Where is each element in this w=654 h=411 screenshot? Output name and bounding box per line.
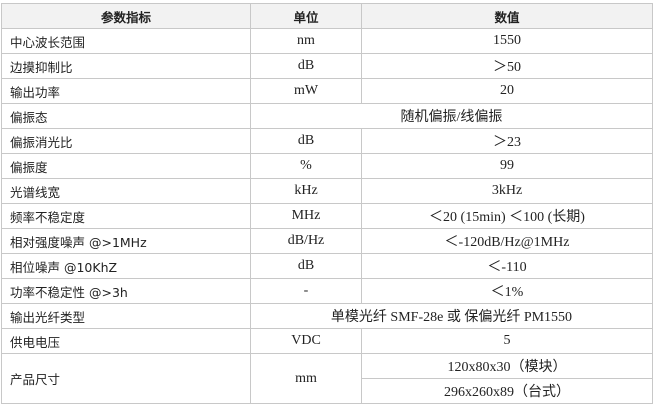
param-cell: 光谱线宽 [1, 178, 251, 204]
value-cell: 随机偏振/线偏振 [250, 103, 653, 129]
value-cell: 1550 [361, 28, 653, 54]
header-param: 参数指标 [1, 3, 251, 29]
unit-cell: VDC [250, 328, 362, 354]
table-row: 功率不稳定性 @>3h - ＜1% [1, 278, 653, 304]
param-cell: 偏振态 [1, 103, 251, 129]
table-row: 输出功率 mW 20 [1, 78, 653, 104]
table-row: 296x260x89（台式） [2, 378, 653, 404]
value-cell: 296x260x89（台式） [361, 378, 653, 404]
unit-cell: kHz [250, 178, 362, 204]
value-cell: 单模光纤 SMF-28e 或 保偏光纤 PM1550 [250, 303, 653, 329]
value-cell: ＞50 [361, 53, 653, 79]
param-cell: 相位噪声 @10KhZ [1, 253, 251, 279]
table-row: 偏振消光比 dB ＞23 [1, 128, 653, 154]
value-cell: ＞23 [361, 128, 653, 154]
param-cell: 功率不稳定性 @>3h [1, 278, 251, 304]
table-row: 输出光纤类型 单模光纤 SMF-28e 或 保偏光纤 PM1550 [1, 303, 653, 329]
table-row: 产品尺寸 mm 120x80x30（模块） [1, 353, 653, 404]
value-cell: 20 [361, 78, 653, 104]
param-cell: 输出功率 [1, 78, 251, 104]
unit-cell: - [250, 278, 362, 304]
table-header: 参数指标 单位 数值 [1, 3, 653, 29]
value-cell: 120x80x30（模块） [361, 353, 653, 379]
param-cell: 边摸抑制比 [1, 53, 251, 79]
table-row: 中心波长范围 nm 1550 [1, 28, 653, 54]
table-row: 偏振度% 99 [1, 153, 653, 179]
param-cell: 频率不稳定度 [1, 203, 251, 229]
param-cell: 偏振消光比 [1, 128, 251, 154]
unit-cell: mW [250, 78, 362, 104]
table-row: 光谱线宽 kHz 3kHz [1, 178, 653, 204]
table-row: 偏振态 随机偏振/线偏振 [1, 103, 653, 129]
value-cell: ＜-120dB/Hz@1MHz [361, 228, 653, 254]
value-cell: 5 [361, 328, 653, 354]
spec-table: 参数指标 单位 数值 中心波长范围 nm 1550 边摸抑制比 dB ＞50 输出功率 mW 2… [1, 3, 653, 404]
unit-cell: nm [250, 28, 362, 54]
value-cell: 99 [361, 153, 653, 179]
value-cell: 3kHz [361, 178, 653, 204]
value-cell: ＜-110 [361, 253, 653, 279]
unit-cell: dB [250, 253, 362, 279]
unit-cell: mm [250, 353, 362, 404]
header-unit: 单位 [250, 3, 362, 29]
table-row: 相对强度噪声 @>1MHz dB/Hz ＜-120dB/Hz@1MHz [1, 228, 653, 254]
table-row: 相位噪声 @10KhZ dB ＜-110 [1, 253, 653, 279]
value-cell: ＜1% [361, 278, 653, 304]
unit-cell: MHz [250, 203, 362, 229]
value-cell: ＜20 (15min) ＜100 (长期) [361, 203, 653, 229]
unit-cell: dB/Hz [250, 228, 362, 254]
param-cell: 供电电压 [1, 328, 251, 354]
unit-cell: % [250, 153, 362, 179]
header-value: 数值 [361, 3, 653, 29]
table-row: 频率不稳定度 MHz ＜20 (15min) ＜100 (长期) [1, 203, 653, 229]
param-cell: 相对强度噪声 @>1MHz [1, 228, 251, 254]
param-cell: 偏振度 [1, 153, 251, 179]
table-row: 供电电压 VDC 5 [1, 328, 653, 354]
param-cell: 产品尺寸 [1, 353, 251, 404]
table-row: 边摸抑制比 dB ＞50 [1, 53, 653, 79]
param-cell: 输出光纤类型 [1, 303, 251, 329]
unit-cell: dB [250, 128, 362, 154]
unit-cell: dB [250, 53, 362, 79]
param-cell: 中心波长范围 [1, 28, 251, 54]
